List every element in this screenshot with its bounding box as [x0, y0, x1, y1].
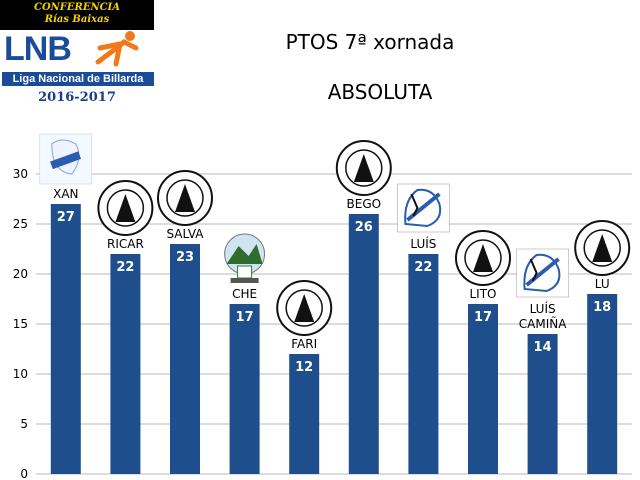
y-tick-label: 25 — [13, 217, 28, 231]
y-tick-label: 20 — [13, 267, 28, 281]
category-label: FARI — [291, 337, 317, 351]
category-label: RICAR — [107, 237, 144, 251]
league-logo-letters: LNB — [4, 30, 72, 68]
club-seal-icon — [97, 180, 154, 236]
league-name: Liga Nacional de Billarda — [2, 72, 154, 86]
conference-badge: CONFERENCIA Rías Baixas — [0, 0, 154, 30]
y-tick-label: 30 — [13, 167, 28, 181]
chart-subtitle: ABSOLUTA — [327, 80, 433, 104]
category-label: CHE — [232, 287, 257, 301]
category-label: LUÍS — [530, 301, 556, 316]
category-label: LITO — [470, 287, 497, 301]
category-label: SALVA — [166, 227, 204, 241]
bar — [348, 214, 379, 474]
club-seal-icon — [455, 230, 511, 286]
y-tick-label: 5 — [20, 417, 28, 431]
data-label: 22 — [116, 260, 134, 275]
y-tick-label: 10 — [13, 367, 28, 381]
bar — [408, 254, 439, 474]
data-label: 26 — [355, 220, 373, 235]
bar — [587, 294, 618, 474]
conference-region: Rías Baixas — [44, 14, 110, 25]
conference-title: CONFERENCIA — [33, 2, 120, 13]
bar — [527, 334, 558, 474]
pontevedra-badge-icon — [224, 233, 266, 283]
data-label: 23 — [176, 250, 194, 265]
data-label: 17 — [236, 310, 254, 325]
category-label: LUÍS — [410, 236, 436, 251]
bar — [468, 304, 498, 474]
chart-title: PTOS 7ª xornada — [285, 30, 455, 54]
galicia-map-icon — [516, 248, 569, 298]
bar — [170, 244, 200, 474]
bar — [50, 204, 81, 474]
club-seal-icon — [574, 220, 631, 276]
bar — [110, 254, 141, 474]
category-label: XAN — [53, 187, 78, 201]
league-badge-icon — [39, 133, 93, 185]
category-label: LU — [595, 277, 610, 291]
data-label: 22 — [414, 260, 432, 275]
runner-icon — [95, 31, 139, 67]
data-label: 17 — [474, 310, 492, 325]
season-label: 2016-2017 — [38, 90, 116, 105]
category-label: BEGO — [347, 197, 382, 211]
club-seal-icon — [157, 170, 213, 226]
galicia-map-icon — [397, 183, 450, 233]
y-tick-label: 0 — [20, 467, 28, 480]
data-label: 27 — [57, 210, 75, 225]
category-label: CAMIÑA — [519, 316, 567, 331]
bar — [289, 354, 320, 474]
data-label: 14 — [534, 340, 552, 355]
bar — [229, 304, 260, 474]
data-label: 18 — [593, 300, 611, 315]
club-seal-icon — [335, 140, 392, 196]
data-label: 12 — [295, 360, 313, 375]
club-seal-icon — [276, 280, 333, 336]
y-tick-label: 15 — [13, 317, 28, 331]
